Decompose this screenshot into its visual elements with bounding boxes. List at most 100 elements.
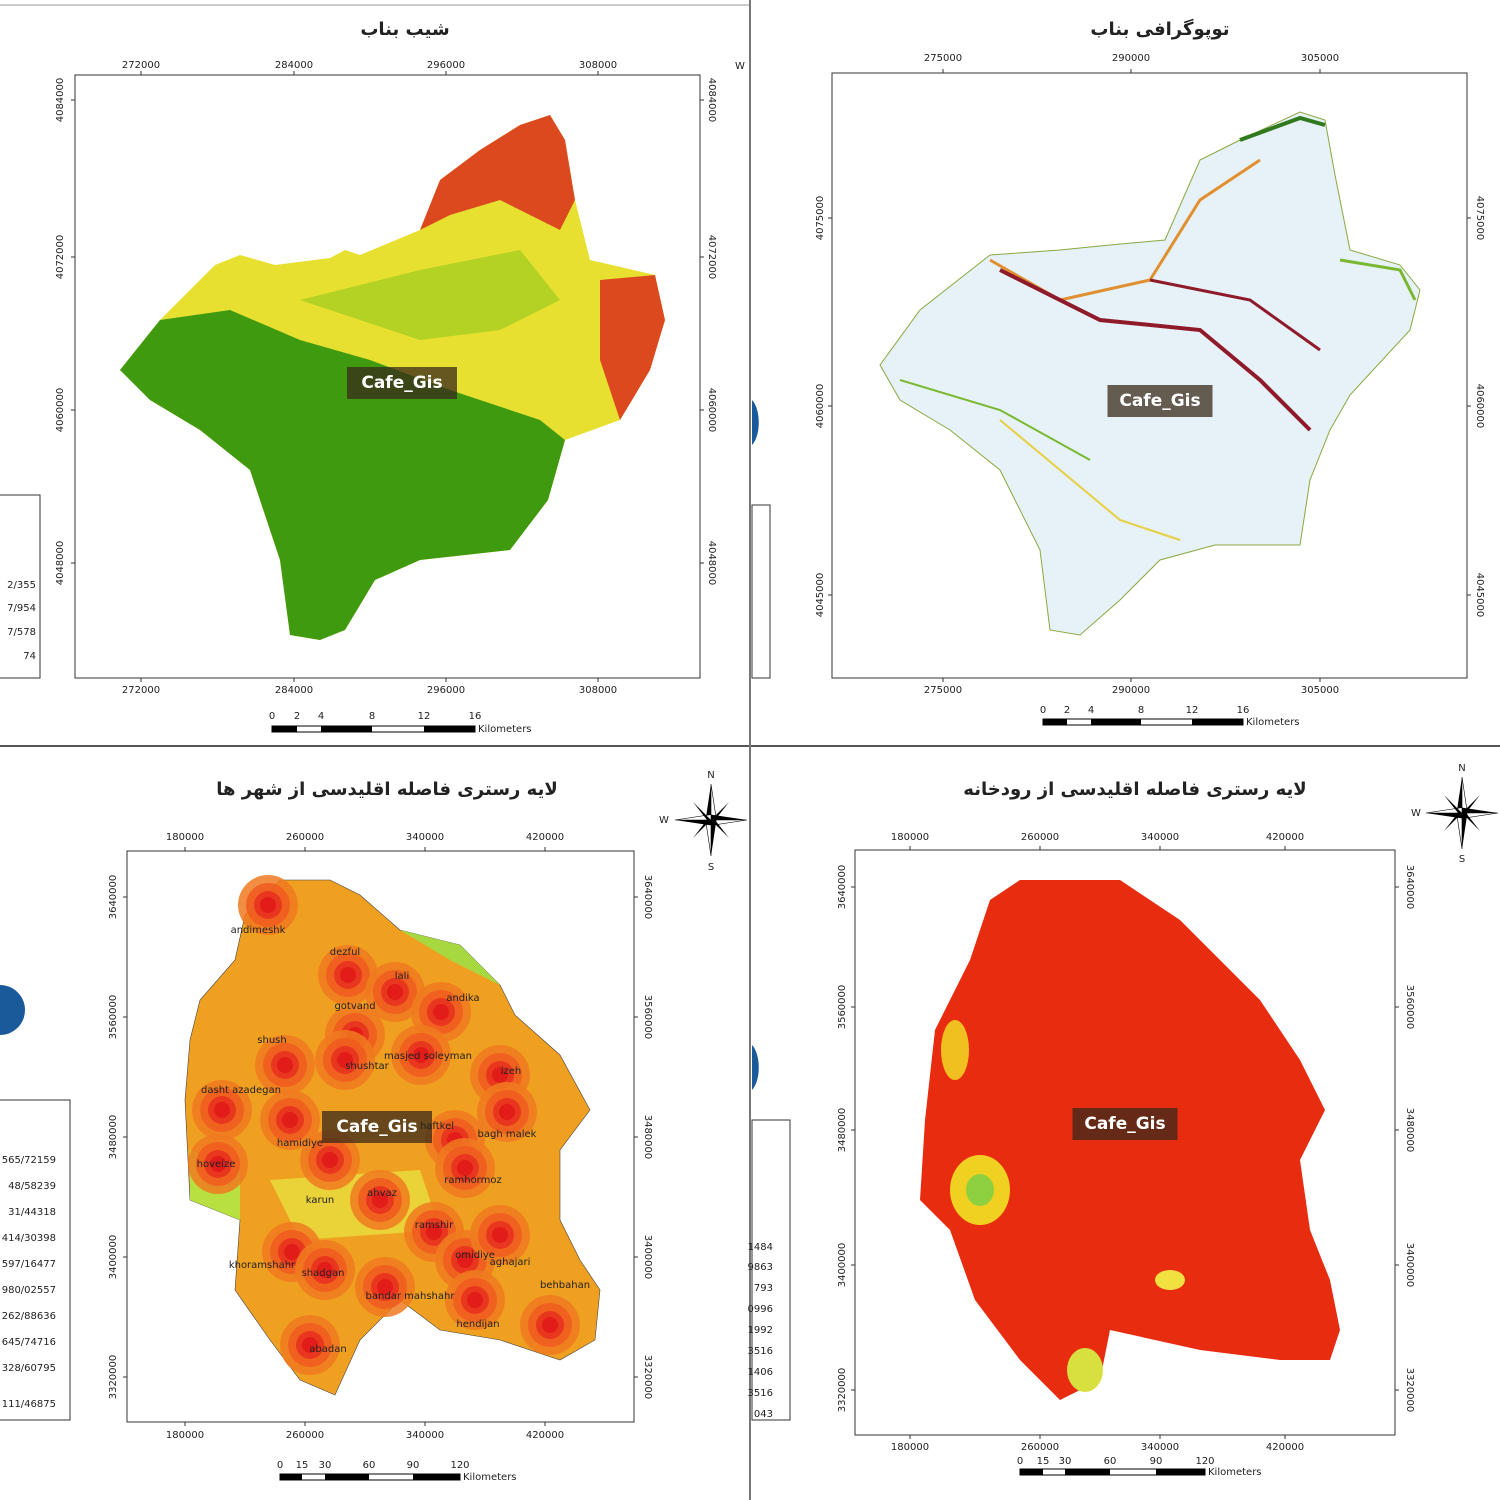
watermark: Cafe_Gis xyxy=(361,373,442,393)
legend-box xyxy=(751,1119,791,1421)
city-label: omidiye xyxy=(455,1250,495,1261)
city-label: lali xyxy=(395,971,409,982)
x-coordinate-label: 272000 xyxy=(122,60,160,71)
y-coordinate-label: 3480000 xyxy=(837,1108,848,1153)
x-coordinate-label: 305000 xyxy=(1301,53,1339,64)
scale-label: 4 xyxy=(318,711,324,722)
y-coordinate-label: 4072000 xyxy=(55,235,66,280)
city-label: andika xyxy=(446,993,479,1004)
city-label: gotvand xyxy=(334,1001,375,1012)
y-coordinate-label: 3320000 xyxy=(1404,1368,1415,1413)
city-buffer xyxy=(282,1112,298,1128)
scale-label: 4 xyxy=(1088,705,1094,716)
legend-label: 1484 xyxy=(748,1242,773,1253)
x-coordinate-label: 420000 xyxy=(526,832,564,843)
x-coordinate-label: 180000 xyxy=(166,832,204,843)
compass-point xyxy=(705,784,711,820)
legend-label: 7/578 xyxy=(7,627,36,638)
compass-point xyxy=(1462,807,1498,813)
scale-label: 15 xyxy=(1037,1456,1050,1467)
compass-point xyxy=(1456,777,1462,813)
y-coordinate-label: 4060000 xyxy=(706,388,717,433)
x-coordinate-label: 340000 xyxy=(406,1430,444,1441)
city-buffer xyxy=(210,1156,226,1172)
legend-label: 414/30398 xyxy=(2,1233,56,1244)
y-coordinate-label: 3320000 xyxy=(108,1355,119,1400)
legend-box xyxy=(751,504,771,679)
legend-label: 328/60795 xyxy=(2,1363,56,1374)
city-label: bandar mahshahr xyxy=(366,1291,456,1302)
topography-map xyxy=(879,111,1421,636)
x-coordinate-label: 260000 xyxy=(286,832,324,843)
scale-label: 60 xyxy=(1104,1456,1117,1467)
y-coordinate-label: 3400000 xyxy=(642,1235,653,1280)
legend-label: 0996 xyxy=(748,1304,773,1315)
scale-segment xyxy=(280,1474,302,1480)
watermark-box xyxy=(322,1111,432,1143)
x-coordinate-label: 290000 xyxy=(1112,685,1150,696)
scale-segment xyxy=(1192,719,1243,725)
compass-point xyxy=(1462,813,1480,831)
scale-unit: Kilometers xyxy=(1246,717,1300,728)
compass-point xyxy=(693,820,711,838)
city-label: karun xyxy=(306,1195,335,1206)
watermark-box xyxy=(1107,385,1213,417)
compass-point xyxy=(1462,813,1468,849)
compass-point xyxy=(693,802,711,820)
city-label: aghajari xyxy=(490,1257,531,1268)
x-coordinate-label: 340000 xyxy=(1141,832,1179,843)
x-coordinate-label: 290000 xyxy=(1112,53,1150,64)
scale-segment xyxy=(1020,1469,1043,1475)
scale-segment xyxy=(272,726,297,732)
compass-point xyxy=(1444,795,1462,813)
city-buffer xyxy=(413,1047,429,1063)
y-coordinate-label: 4075000 xyxy=(815,196,826,241)
watermark: Cafe_Gis xyxy=(1084,1114,1165,1134)
scale-segment xyxy=(413,1474,460,1480)
legend-label: 48/58239 xyxy=(8,1181,56,1192)
scale-segment xyxy=(1091,719,1141,725)
scale-segment xyxy=(1156,1469,1205,1475)
scale-label: 15 xyxy=(296,1460,309,1471)
legend-label: 111/46875 xyxy=(2,1399,56,1410)
legend-label: 3516 xyxy=(748,1388,773,1399)
city-buffer xyxy=(457,1252,473,1268)
scale-segment xyxy=(424,726,475,732)
city-buffer xyxy=(337,1052,353,1068)
legend-label: 262/88636 xyxy=(2,1311,56,1322)
city-buffer xyxy=(387,984,403,1000)
city-buffer xyxy=(433,1004,449,1020)
x-coordinate-label: 284000 xyxy=(275,60,313,71)
compass-point xyxy=(1426,813,1462,819)
legend-label: 1992 xyxy=(748,1325,773,1336)
y-coordinate-label: 3560000 xyxy=(108,995,119,1040)
city-buffer xyxy=(467,1292,483,1308)
city-label: hendijan xyxy=(456,1319,499,1330)
y-coordinate-label: 3480000 xyxy=(642,1115,653,1160)
city-label: khoramshahr xyxy=(229,1260,296,1271)
legend-label: 74 xyxy=(23,651,36,662)
map-frame xyxy=(854,849,1396,1436)
legend-box xyxy=(0,1099,71,1421)
city-label: shadgan xyxy=(302,1268,345,1279)
watermark: Cafe_Gis xyxy=(336,1117,417,1137)
y-coordinate-label: 3560000 xyxy=(1404,985,1415,1030)
x-coordinate-label: 275000 xyxy=(924,53,962,64)
city-label: bagh malek xyxy=(478,1129,537,1140)
legend-label: 793 xyxy=(754,1283,773,1294)
watermark: Cafe_Gis xyxy=(1119,391,1200,411)
city-buffer xyxy=(277,1057,293,1073)
y-coordinate-label: 3480000 xyxy=(1404,1108,1415,1153)
x-coordinate-label: 180000 xyxy=(891,832,929,843)
scale-unit: Kilometers xyxy=(478,724,532,735)
logo xyxy=(752,1045,759,1090)
city-buffer xyxy=(340,967,356,983)
scale-label: 90 xyxy=(1150,1456,1163,1467)
legend-label: 9863 xyxy=(748,1262,773,1273)
compass-letter: N xyxy=(707,770,714,781)
y-coordinate-label: 3320000 xyxy=(642,1355,653,1400)
city-label: ahvaz xyxy=(367,1188,397,1199)
scale-label: 0 xyxy=(1040,705,1046,716)
scale-label: 30 xyxy=(319,1460,332,1471)
